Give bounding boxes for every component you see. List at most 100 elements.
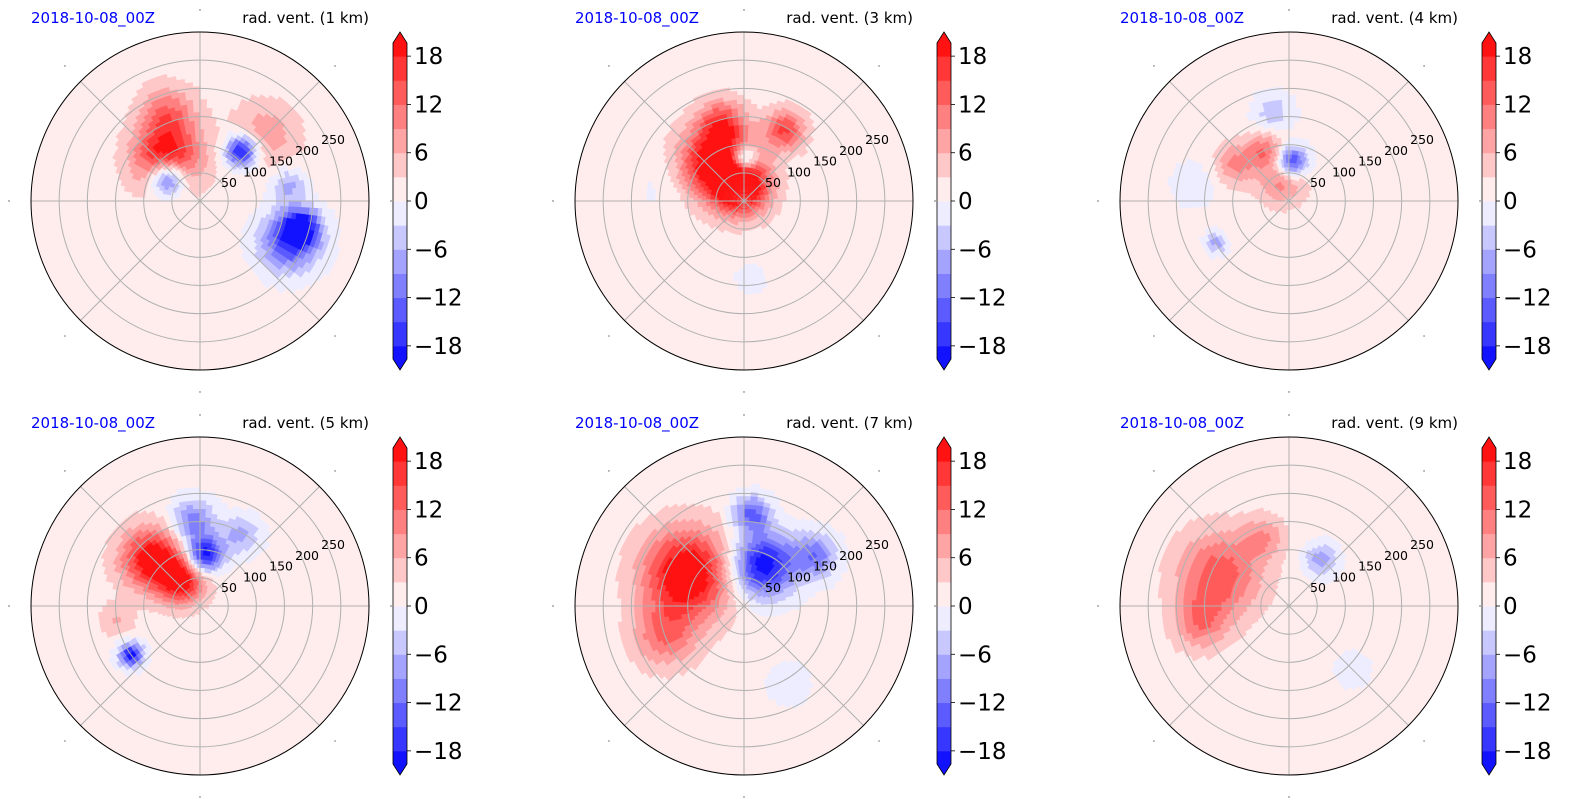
- field-cell: [756, 186, 762, 191]
- field-cell: [183, 543, 189, 549]
- colorbar-segment: [393, 485, 407, 510]
- field-cell: [731, 195, 737, 198]
- field-cell: [1276, 107, 1284, 114]
- field-cell: [723, 213, 729, 219]
- field-cell: [754, 178, 759, 184]
- field-cell: [196, 559, 201, 564]
- field-cell: [734, 128, 740, 135]
- field-cell: [136, 593, 143, 599]
- field-cell: [1281, 180, 1285, 186]
- field-cell: [199, 563, 204, 569]
- field-cell: [738, 188, 742, 194]
- field-cell: [1273, 179, 1278, 185]
- field-cell: [1291, 179, 1294, 185]
- field-cell: [194, 609, 198, 614]
- field-cell: [737, 184, 740, 190]
- field-cell: [747, 208, 750, 214]
- radial-tick-label: 100: [243, 569, 267, 584]
- field-cell: [1294, 185, 1298, 191]
- field-cell: [746, 559, 751, 565]
- field-cell: [325, 208, 332, 219]
- field-cell: [309, 238, 317, 249]
- field-cell: [1274, 164, 1279, 170]
- field-cell: [770, 212, 776, 217]
- field-cell: [723, 192, 729, 196]
- colorbar-segment: [1482, 152, 1496, 178]
- field-cell: [238, 242, 246, 250]
- field-cell: [741, 192, 744, 197]
- field-cell: [1281, 195, 1286, 199]
- field-cell: [1280, 190, 1284, 195]
- colorbar-segment: [393, 152, 407, 178]
- field-cell: [1293, 189, 1297, 194]
- field-cell: [187, 608, 193, 612]
- field-cell: [1301, 186, 1307, 191]
- field-cell: [1265, 189, 1271, 194]
- field-cell: [1272, 193, 1278, 197]
- field-cell: [199, 499, 208, 505]
- field-cell: [764, 205, 770, 208]
- colorbar-segment: [393, 249, 407, 274]
- field-cell: [741, 205, 744, 210]
- colorbar-segment: [393, 321, 407, 347]
- field-cell: [191, 612, 196, 617]
- field-cell: [749, 284, 757, 291]
- field-cell: [709, 202, 715, 206]
- field-cell: [203, 607, 209, 609]
- field-cell: [743, 272, 750, 278]
- field-cell: [761, 173, 767, 179]
- field-cell: [195, 137, 201, 142]
- field-cell: [178, 95, 188, 102]
- field-cell: [763, 192, 769, 196]
- field-cell: [1282, 208, 1286, 213]
- field-cell: [194, 593, 198, 599]
- field-cell: [783, 185, 790, 191]
- colorbar-segment: [393, 581, 407, 607]
- field-cell: [192, 180, 196, 186]
- field-cell: [713, 183, 719, 189]
- field-cell: [185, 612, 190, 617]
- field-cell: [206, 576, 210, 583]
- field-cell: [1300, 169, 1305, 175]
- colorbar-extend-min: [393, 764, 407, 775]
- field-cell: [769, 183, 775, 189]
- field-cell: [162, 593, 169, 598]
- field-cell: [1204, 195, 1209, 202]
- field-cell: [332, 246, 341, 259]
- field-cell: [213, 530, 221, 537]
- field-cell: [1295, 186, 1300, 191]
- field-cell: [748, 201, 753, 203]
- field-cell: [753, 189, 758, 194]
- field-cell: [191, 595, 195, 600]
- field-cell: [1298, 182, 1303, 188]
- field-cell: [747, 137, 753, 143]
- field-cell: [722, 172, 728, 178]
- field-cell: [1296, 187, 1301, 192]
- field-cell: [1286, 179, 1288, 185]
- field-cell: [736, 203, 741, 207]
- field-cell: [761, 105, 770, 112]
- field-cell: [688, 197, 694, 202]
- field-cell: [1279, 154, 1284, 160]
- field-cell: [1293, 180, 1297, 186]
- field-cell: [211, 179, 216, 185]
- field-cell: [182, 602, 188, 605]
- field-cell: [292, 187, 298, 196]
- field-cell: [205, 595, 209, 600]
- field-cell: [192, 184, 196, 190]
- field-cell: [1288, 154, 1293, 159]
- field-cell: [676, 187, 682, 194]
- field-cell: [1301, 196, 1307, 199]
- field-cell: [735, 196, 741, 200]
- field-cell: [157, 96, 167, 104]
- field-cell: [194, 124, 201, 130]
- field-cell: [1282, 189, 1286, 194]
- field-cell: [755, 212, 761, 217]
- field-cell: [179, 611, 185, 615]
- field-cell: [701, 203, 707, 207]
- field-cell: [184, 597, 190, 601]
- field-cell: [192, 600, 197, 604]
- field-cell: [1285, 204, 1288, 210]
- field-cell: [727, 212, 733, 217]
- field-cell: [706, 219, 713, 225]
